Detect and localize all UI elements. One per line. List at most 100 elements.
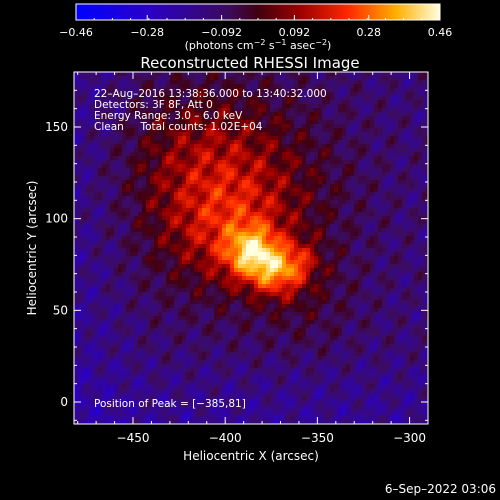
heatmap-cell (74, 260, 79, 265)
heatmap-cell (382, 116, 387, 121)
heatmap-cell (106, 196, 111, 201)
heatmap-cell (254, 172, 259, 177)
heatmap-cell (194, 108, 199, 113)
heatmap-cell (362, 224, 367, 229)
heatmap-cell (402, 272, 407, 277)
heatmap-cell (86, 152, 91, 157)
heatmap-cell (314, 224, 319, 229)
heatmap-cell (302, 264, 307, 269)
heatmap-cell (294, 124, 299, 129)
heatmap-cell (286, 228, 291, 233)
heatmap-cell (230, 252, 235, 257)
heatmap-cell (94, 168, 99, 173)
heatmap-cell (78, 144, 83, 149)
heatmap-cell (214, 136, 219, 141)
heatmap-cell (378, 148, 383, 153)
heatmap-cell (358, 132, 363, 137)
heatmap-cell (102, 272, 107, 277)
heatmap-cell (422, 252, 427, 257)
heatmap-cell (262, 224, 267, 229)
heatmap-cell (254, 268, 259, 273)
heatmap-cell (218, 208, 223, 213)
heatmap-cell (110, 260, 115, 265)
heatmap-cell (190, 284, 195, 289)
colorbar-tick-label: −0.46 (59, 26, 93, 39)
heatmap-cell (390, 200, 395, 205)
heatmap-cell (166, 268, 171, 273)
heatmap-cell (198, 196, 203, 201)
heatmap-cell (98, 228, 103, 233)
heatmap-cell (102, 188, 107, 193)
heatmap-cell (318, 224, 323, 229)
heatmap-cell (174, 160, 179, 165)
heatmap-cell (166, 84, 171, 89)
heatmap-cell (174, 116, 179, 121)
heatmap-cell (242, 200, 247, 205)
heatmap-cell (370, 132, 375, 137)
heatmap-cell (330, 136, 335, 141)
heatmap-cell (290, 144, 295, 149)
heatmap-cell (406, 92, 411, 97)
heatmap-cell (382, 272, 387, 277)
heatmap-cell (170, 260, 175, 265)
heatmap-cell (162, 164, 167, 169)
heatmap-cell (74, 232, 79, 237)
heatmap-cell (182, 116, 187, 121)
heatmap-cell (314, 192, 319, 197)
heatmap-cell (106, 192, 111, 197)
heatmap-cell (210, 116, 215, 121)
heatmap-cell (138, 276, 143, 281)
heatmap-cell (254, 240, 259, 245)
heatmap-cell (90, 128, 95, 133)
heatmap-cell (382, 124, 387, 129)
heatmap-cell (394, 132, 399, 137)
heatmap-cell (326, 120, 331, 125)
heatmap-cell (310, 164, 315, 169)
heatmap-cell (106, 116, 111, 121)
heatmap-cell (102, 112, 107, 117)
heatmap-cell (406, 108, 411, 113)
heatmap-cell (386, 264, 391, 269)
heatmap-cell (414, 276, 419, 281)
heatmap-cell (134, 88, 139, 93)
heatmap-cell (230, 280, 235, 285)
heatmap-cell (314, 272, 319, 277)
heatmap-cell (170, 152, 175, 157)
heatmap-cell (394, 72, 399, 77)
heatmap-cell (330, 204, 335, 209)
heatmap-cell (386, 76, 391, 81)
heatmap-cell (198, 192, 203, 197)
heatmap-cell (130, 84, 135, 89)
heatmap-cell (390, 288, 395, 293)
heatmap-cell (226, 244, 231, 249)
heatmap-cell (166, 252, 171, 257)
heatmap-cell (86, 276, 91, 281)
heatmap-cell (182, 232, 187, 237)
heatmap-cell (390, 252, 395, 257)
heatmap-cell (390, 84, 395, 89)
heatmap-cell (190, 244, 195, 249)
heatmap-cell (410, 288, 415, 293)
heatmap-cell (314, 152, 319, 157)
heatmap-cell (122, 84, 127, 89)
heatmap-cell (290, 204, 295, 209)
heatmap-cell (214, 200, 219, 205)
heatmap-cell (338, 124, 343, 129)
heatmap-cell (326, 140, 331, 145)
heatmap-cell (98, 84, 103, 89)
heatmap-cell (242, 288, 247, 293)
heatmap-cell (102, 84, 107, 89)
heatmap-cell (294, 152, 299, 157)
heatmap-cell (354, 196, 359, 201)
heatmap-cell (422, 260, 427, 265)
heatmap-cell (390, 280, 395, 285)
heatmap-cell (314, 168, 319, 173)
heatmap-cell (362, 252, 367, 257)
heatmap-cell (282, 252, 287, 257)
heatmap-cell (142, 292, 147, 297)
heatmap-cell (94, 192, 99, 197)
heatmap-cell (126, 76, 131, 81)
heatmap-cell (342, 120, 347, 125)
heatmap-cell (130, 112, 135, 117)
heatmap-cell (294, 228, 299, 233)
